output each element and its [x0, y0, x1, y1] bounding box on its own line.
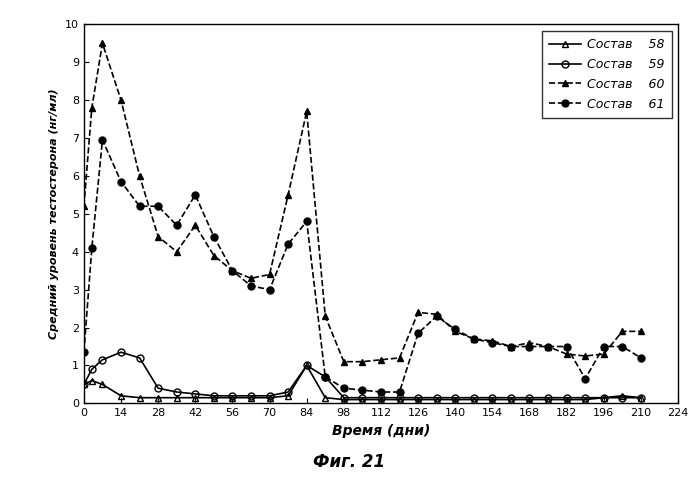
Y-axis label: Средний уровень тестостерона (нг/мл): Средний уровень тестостерона (нг/мл) — [50, 88, 59, 339]
Text: Фиг. 21: Фиг. 21 — [313, 453, 386, 471]
X-axis label: Время (дни): Время (дни) — [332, 424, 430, 438]
Legend: Состав    58, Состав    59, Состав    60, Состав    61: Состав 58, Состав 59, Состав 60, Состав … — [542, 31, 672, 118]
